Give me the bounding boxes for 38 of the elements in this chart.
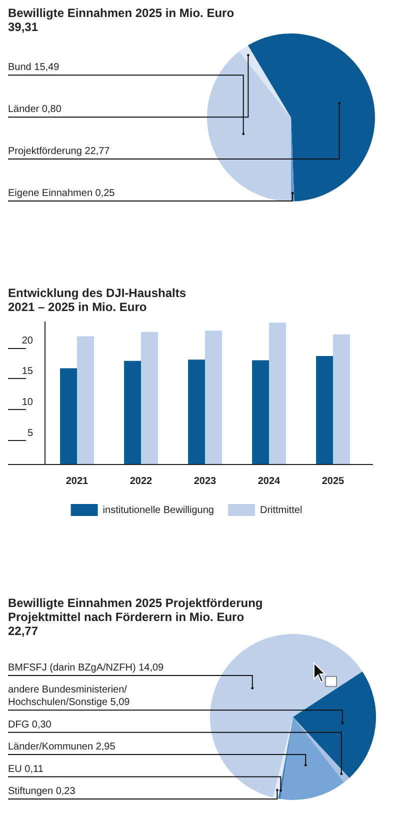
bar — [205, 330, 222, 464]
x-tick-label: 2025 — [322, 476, 345, 487]
chart-title: Bewilligte Einnahmen 2025 in Mio. Euro — [8, 6, 234, 20]
bar — [333, 334, 350, 464]
slice-label: Länder 0,80 — [8, 104, 62, 116]
slice-label: Projektförderung 22,77 — [8, 146, 110, 158]
slice-label: Eigene Einnahmen 0,25 — [8, 188, 116, 199]
slice-label: Stiftungen 0,23 — [8, 786, 76, 797]
chart-subtitle: 2021 – 2025 in Mio. Euro — [8, 300, 148, 314]
x-tick-label: 2023 — [194, 476, 217, 487]
slice-label: DFG 0,30 — [8, 719, 52, 730]
bar — [141, 332, 158, 464]
y-tick-label: 5 — [27, 428, 34, 439]
bar — [124, 360, 141, 464]
bar — [77, 336, 94, 464]
y-tick-label: 20 — [22, 335, 34, 346]
text: 39,31 — [8, 20, 40, 34]
slice-label: Bund 15,49 — [8, 62, 60, 74]
x-tick-label: 2024 — [258, 476, 281, 487]
legend-label: Drittmittel — [260, 504, 302, 516]
slice-label: BMFSFJ (darin BZgA/NZFH) 14,09 — [8, 662, 164, 674]
chart-title: Entwicklung des DJI-Haushalts — [8, 286, 186, 300]
y-tick-label: 15 — [22, 366, 34, 378]
bar — [188, 360, 205, 464]
x-tick-label: 2021 — [66, 476, 89, 487]
text: 22,77 — [8, 624, 40, 638]
chart-subtitle: Projektmittel nach Förderern in Mio. Euro — [8, 610, 246, 624]
bar — [60, 368, 77, 464]
x-tick-label: 2022 — [130, 476, 153, 487]
bar — [252, 360, 269, 464]
y-tick-label: 10 — [22, 397, 34, 408]
slice-label: andere Bundesministerien/Hochschulen/Sonstige 5,09 — [8, 684, 130, 708]
slice-label: EU 0,11 — [8, 764, 44, 775]
bar — [269, 322, 286, 464]
chart-title: Bewilligte Einnahmen 2025 Projektförderung — [8, 596, 263, 610]
bar — [316, 356, 333, 464]
slice-label: Länder/Kommunen 2,95 — [8, 742, 116, 753]
legend-label: institutionelle Bewilligung — [102, 504, 214, 516]
